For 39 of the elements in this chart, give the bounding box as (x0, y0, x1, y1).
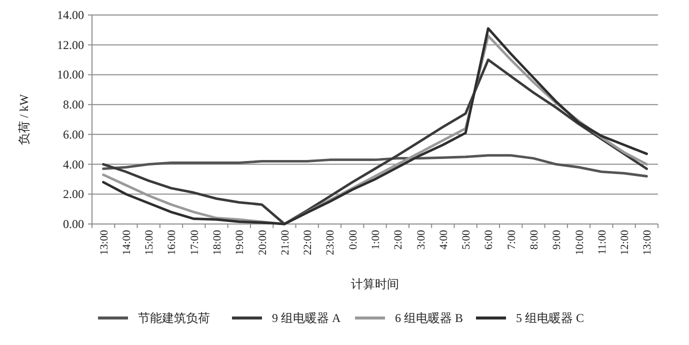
y-tick-label: 8.00 (63, 98, 84, 112)
x-tick-label: 16:00 (166, 230, 178, 256)
x-tick-label: 15:00 (144, 230, 156, 256)
x-tick-label: 20:00 (256, 230, 269, 256)
legend-label: 5 组电暖器 C (516, 311, 584, 325)
y-tick-label: 0.00 (63, 217, 84, 231)
x-tick-label: 23:00 (324, 230, 337, 256)
y-tick-label: 10.00 (57, 68, 84, 82)
y-axis-title: 负荷 / kW (17, 94, 31, 145)
legend-label: 9 组电暖器 A (272, 311, 341, 325)
x-axis-title: 计算时间 (351, 277, 399, 291)
x-tick-label: 19:00 (234, 230, 246, 256)
x-tick-label: 17:00 (188, 230, 201, 256)
x-tick-label: 22:00 (302, 230, 314, 256)
x-tick-label: 8:00 (528, 230, 540, 250)
x-tick-label: 5:00 (460, 230, 473, 250)
x-tick-label: 6:00 (483, 230, 496, 250)
x-tick-label: 1:00 (370, 230, 382, 250)
y-tick-label: 4.00 (63, 157, 84, 172)
y-tick-label: 2.00 (63, 187, 84, 202)
x-tick-label: 9:00 (551, 230, 564, 250)
y-tick-label: 12.00 (57, 38, 84, 52)
x-tick-label: 18:00 (212, 230, 224, 256)
y-tick-label: 6.00 (63, 127, 84, 142)
x-tick-label: 14:00 (120, 230, 133, 256)
x-tick-label: 12:00 (619, 230, 632, 256)
x-tick-label: 4:00 (438, 230, 450, 250)
x-tick-label: 21:00 (279, 230, 292, 256)
x-tick-label: 13:00 (642, 230, 654, 256)
x-tick-label: 0:00 (347, 230, 360, 250)
x-tick-label: 10:00 (574, 230, 586, 256)
x-tick-label: 13:00 (98, 230, 110, 256)
x-tick-label: 11:00 (596, 230, 608, 255)
x-tick-label: 3:00 (415, 230, 428, 250)
legend-label: 6 组电暖器 B (395, 311, 464, 325)
x-tick-label: 2:00 (392, 230, 405, 250)
x-tick-label: 7:00 (506, 230, 518, 250)
legend-label: 节能建筑负荷 (138, 311, 210, 325)
y-tick-label: 14.00 (57, 8, 84, 22)
